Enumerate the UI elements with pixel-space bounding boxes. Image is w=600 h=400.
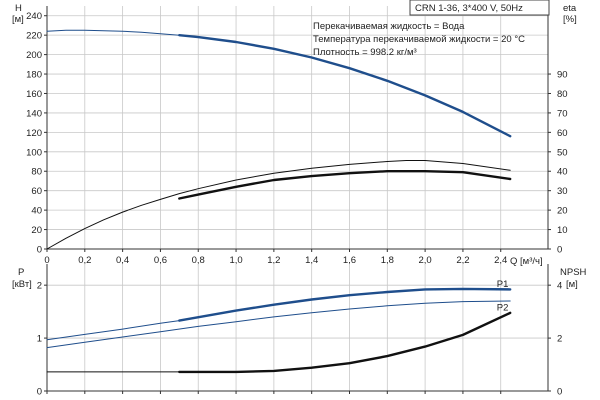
x-tick-label: 0,8 bbox=[192, 255, 205, 266]
eta-axis-title: eta bbox=[563, 3, 577, 14]
curve-label-p2: P2 bbox=[497, 302, 509, 313]
x-tick-label: 0,2 bbox=[78, 255, 91, 266]
y-left-tick-label: 100 bbox=[26, 147, 42, 158]
y-right-tick-label: 50 bbox=[557, 147, 568, 158]
bottom-panel: 0 1 2 0 2 4 P1 P2 P [кВт] NPSH [м] bbox=[12, 264, 587, 398]
y-left-tick-label: 0 bbox=[37, 245, 42, 256]
x-tick-label: 2,0 bbox=[419, 255, 432, 266]
x-tick-label: 2,4 bbox=[494, 255, 507, 266]
y-left-tick-label: 80 bbox=[31, 167, 42, 178]
y-right-tick-label: 30 bbox=[557, 186, 568, 197]
x-tick-label: 1,2 bbox=[267, 255, 280, 266]
series-line-left-thin bbox=[46, 29, 180, 36]
top-axes bbox=[46, 6, 549, 250]
model-label: CRN 1-36, 3*400 V, 50Hz bbox=[415, 3, 523, 14]
h-axis-title: H bbox=[15, 3, 22, 14]
y-left-tick-label: 160 bbox=[26, 89, 42, 100]
top-panel: 0 0,2 0,4 0,6 0,8 1,0 1,2 1,4 1,6 1,8 2,0 2,2 2,4 0 20… bbox=[12, 0, 577, 267]
bottom-ticks: 0 1 2 0 2 4 bbox=[37, 281, 563, 398]
x-tick-label: 1,8 bbox=[381, 255, 394, 266]
y-left-tick-label: 200 bbox=[26, 50, 42, 61]
series-line-p1-thin bbox=[46, 320, 180, 341]
series-line-right-thick bbox=[178, 311, 512, 374]
x-tick-label: 1,0 bbox=[229, 255, 242, 266]
bottom-curve-labels: P1 P2 bbox=[497, 279, 509, 313]
y-left-tick-label: 240 bbox=[26, 11, 42, 22]
y-left-tick-label: 120 bbox=[26, 128, 42, 139]
curve-label-p1: P1 bbox=[497, 279, 509, 290]
x-tick-label: 2,2 bbox=[456, 255, 469, 266]
fluid-notes: Перекачиваемая жидкость = Вода Температу… bbox=[313, 21, 525, 58]
x-axis-label: Q [м³/ч] bbox=[510, 256, 543, 267]
y-right-tick-label: 90 bbox=[557, 70, 568, 81]
series-line-p1-thick bbox=[178, 287, 512, 322]
y-right-tick-label: 4 bbox=[557, 281, 562, 292]
note-density: Плотность = 998.2 кг/м³ bbox=[313, 47, 417, 58]
model-label-box bbox=[409, 0, 550, 16]
y-right-tick-label: 0 bbox=[557, 387, 562, 398]
y-right-tick-label: 80 bbox=[557, 89, 568, 100]
y-left-tick-label: 40 bbox=[31, 206, 42, 217]
y-right-tick-label: 60 bbox=[557, 128, 568, 139]
y-left-tick-label: 60 bbox=[31, 186, 42, 197]
y-right-tick-label: 0 bbox=[557, 245, 562, 256]
series-line-p2-thin bbox=[46, 300, 511, 349]
y-left-tick-label: 1 bbox=[37, 334, 42, 345]
x-tick-label: 0,4 bbox=[116, 255, 129, 266]
top-series bbox=[46, 29, 512, 250]
series-line-right-thick bbox=[178, 169, 512, 200]
y-left-tick-label: 140 bbox=[26, 108, 42, 119]
p-axis-title: P bbox=[18, 267, 24, 278]
y-left-tick-label: 220 bbox=[26, 31, 42, 42]
y-left-tick-label: 0 bbox=[37, 387, 42, 398]
note-fluid: Перекачиваемая жидкость = Вода bbox=[313, 21, 465, 32]
y-right-tick-label: 20 bbox=[557, 206, 568, 217]
y-left-tick-label: 2 bbox=[37, 281, 42, 292]
x-tick-label: 0,6 bbox=[154, 255, 167, 266]
x-tick-label: 1,6 bbox=[343, 255, 356, 266]
x-tick-label: 0 bbox=[44, 255, 49, 266]
top-ticks: 0 0,2 0,4 0,6 0,8 1,0 1,2 1,4 1,6 1,8 2,0 2,2 2,4 0 20… bbox=[26, 11, 567, 266]
x-tick-label: 1,4 bbox=[305, 255, 318, 266]
y-right-tick-label: 40 bbox=[557, 167, 568, 178]
series-line-left-thick bbox=[178, 34, 512, 138]
h-axis-unit: [м] bbox=[12, 14, 24, 25]
y-right-tick-label: 70 bbox=[557, 108, 568, 119]
npsh-axis-title: NPSH bbox=[560, 267, 587, 278]
y-left-tick-label: 20 bbox=[31, 225, 42, 236]
p-axis-unit: [кВт] bbox=[12, 279, 32, 290]
note-temperature: Температура перекачиваемой жидкости = 20… bbox=[313, 34, 525, 45]
eta-axis-unit: [%] bbox=[563, 14, 577, 25]
bottom-series bbox=[46, 287, 512, 374]
series-line-right-thin bbox=[46, 160, 511, 250]
y-left-tick-label: 180 bbox=[26, 70, 42, 81]
y-right-tick-label: 10 bbox=[557, 225, 568, 236]
y-right-tick-label: 2 bbox=[557, 334, 562, 345]
npsh-axis-unit: [м] bbox=[566, 279, 578, 290]
